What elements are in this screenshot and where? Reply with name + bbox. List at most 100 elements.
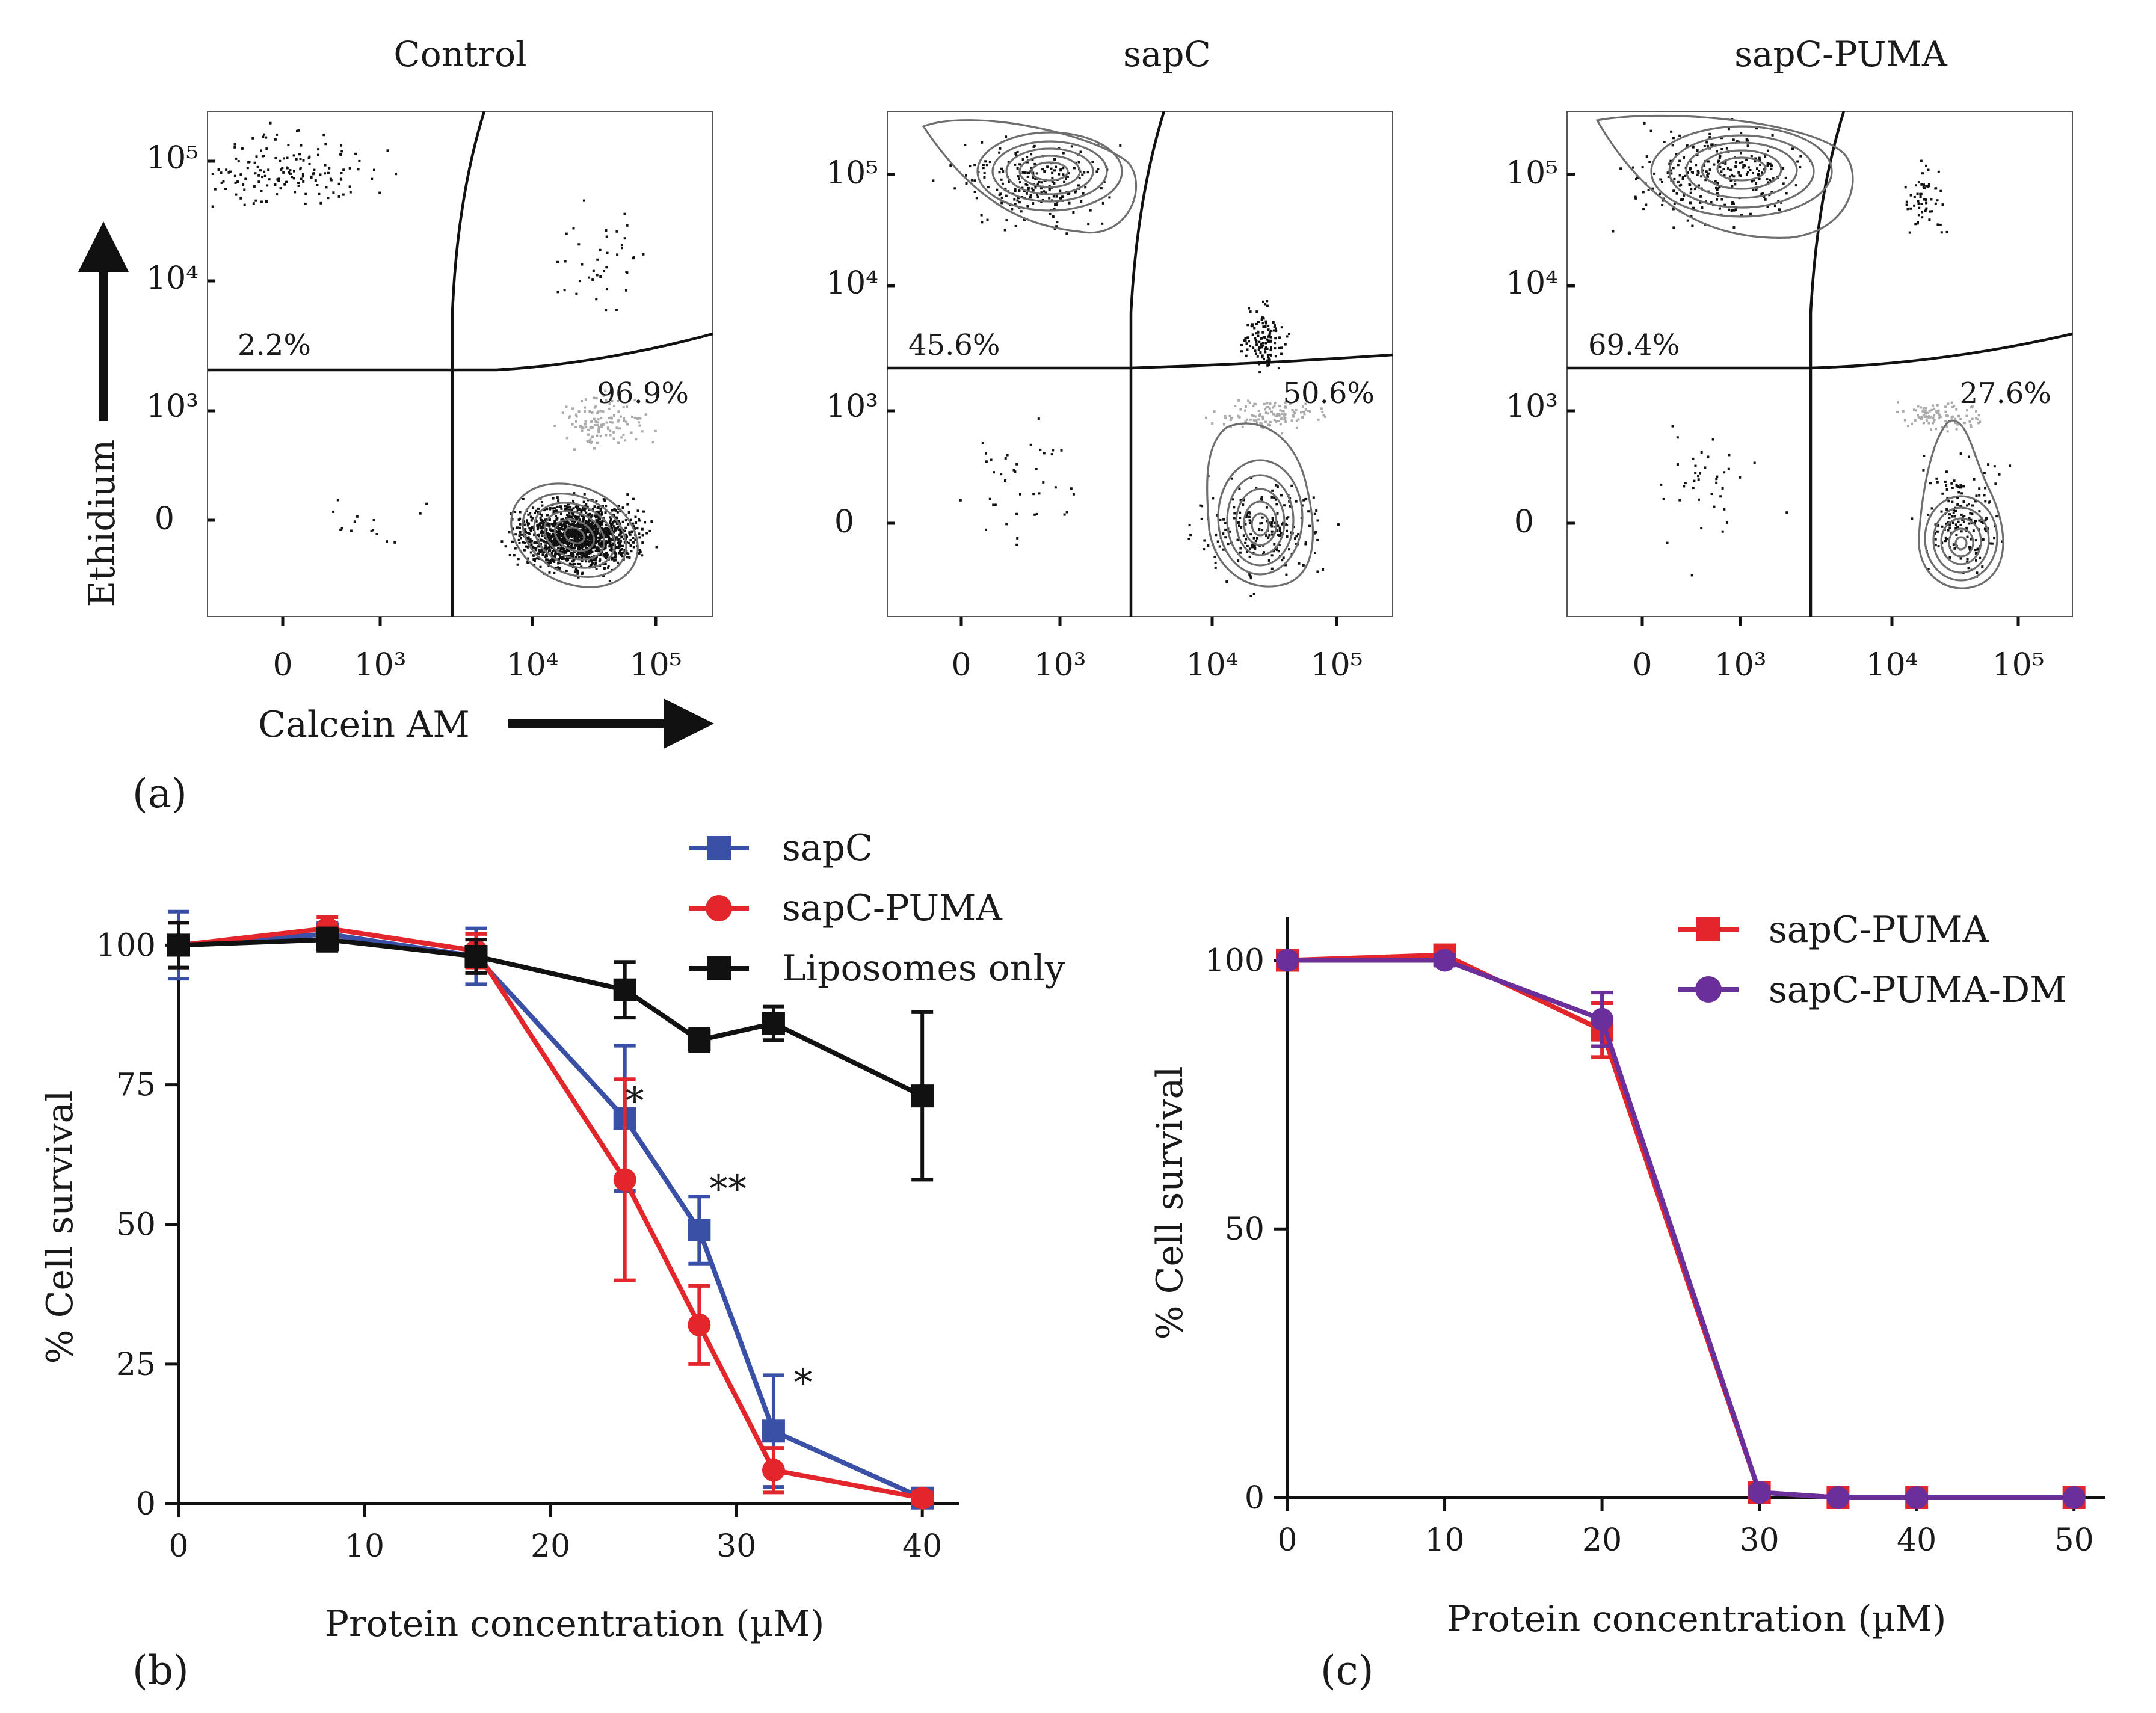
pct-live: 50.6%	[1283, 377, 1375, 410]
x-tick-label: 10⁵	[1310, 647, 1363, 683]
c-legend: sapC-PUMA sapC-PUMA-DM	[1678, 909, 2067, 1011]
b-x-axis-label: Protein concentration (µM)	[325, 1603, 825, 1645]
gate-horizontal	[887, 353, 1393, 370]
c-series-group	[1276, 943, 2086, 1509]
data-point	[613, 978, 636, 1001]
data-point	[1905, 1486, 1929, 1509]
panel-a-label: (a)	[132, 770, 187, 817]
data-point	[688, 1219, 711, 1241]
x-tick-label: 10³	[354, 647, 406, 683]
x-tick-label: 0	[951, 647, 971, 683]
gate-vertical	[1809, 111, 1846, 617]
contours-puma-dead	[1595, 114, 1854, 239]
y-tick-label: 10⁴	[826, 265, 878, 301]
y-tick-label: 0	[1514, 504, 1534, 540]
y-tick-label: 0	[834, 504, 854, 540]
series-line	[178, 926, 923, 1501]
data-point	[167, 933, 190, 957]
data-point	[1276, 949, 1299, 972]
y-tick-label: 10³	[826, 389, 878, 425]
series-line	[1287, 958, 2074, 1500]
gate-horizontal	[1567, 332, 2073, 370]
x-tick-label: 0	[1632, 647, 1652, 683]
y-tick-label: 75	[116, 1068, 156, 1104]
flow-plot-sapc: 10⁵ 10⁴ 10³ 0 0 10³ 10⁴ 10⁵	[826, 111, 1393, 683]
legend-marker-liposomes	[707, 956, 731, 980]
series-sapc-puma	[167, 915, 934, 1510]
b-series-group	[167, 909, 934, 1510]
flow-minor-ticks	[208, 159, 658, 626]
data-point	[2062, 1486, 2086, 1509]
data-point	[1591, 1007, 1614, 1031]
b-x-ticks: 0 10 20 30 40	[168, 1504, 942, 1564]
data-point	[688, 1313, 711, 1336]
y-tick-label: 100	[96, 927, 156, 964]
legend-label-sapc-puma-dm: sapC-PUMA-DM	[1769, 969, 2067, 1011]
y-tick-label: 10⁴	[1506, 265, 1558, 301]
x-tick-label: 10	[345, 1528, 384, 1564]
series-line	[178, 931, 923, 1501]
c-y-ticks: 0 50 100	[1205, 943, 1287, 1516]
data-point	[1826, 1486, 1850, 1509]
flow-plot-control: 10⁵ 10⁴ 10³ 0 0 10³ 10⁴ 10⁵ 2.2	[146, 111, 713, 683]
flow-frame	[887, 111, 1393, 617]
x-tick-label: 40	[1897, 1522, 1936, 1558]
y-tick-label: 10⁵	[1506, 155, 1558, 191]
data-point	[762, 1012, 785, 1035]
data-point	[1748, 1481, 1771, 1504]
c-x-ticks: 0 10 20 30 40 50	[1277, 1498, 2094, 1558]
gate-vertical	[1129, 111, 1166, 617]
legend-marker-sapc-puma-dm	[1695, 976, 1722, 1003]
legend-marker-sapc	[707, 836, 731, 860]
x-tick-label: 10	[1424, 1522, 1464, 1558]
series-sapc	[167, 909, 934, 1510]
flow-frame	[1566, 111, 2073, 617]
flow-minor-ticks	[887, 173, 1338, 626]
legend-marker-sapc-puma	[1696, 917, 1720, 941]
x-tick-label: 20	[531, 1528, 570, 1564]
y-tick-label: 10⁵	[146, 140, 199, 176]
c-y-axis-label: % Cell survival	[1149, 1066, 1191, 1339]
x-tick-label: 10³	[1033, 647, 1086, 683]
data-point	[911, 1084, 934, 1108]
legend-marker-sapc-puma	[706, 895, 732, 921]
x-tick-label: 0	[273, 647, 292, 683]
significance-marker: *	[626, 1079, 644, 1123]
pct-dead: 45.6%	[908, 328, 1000, 362]
significance-marker: **	[709, 1167, 747, 1211]
x-tick-label: 30	[1740, 1522, 1779, 1558]
x-tick-label: 10⁴	[1186, 647, 1238, 683]
series-sapc-puma	[1276, 943, 2086, 1509]
x-tick-label: 10⁵	[629, 647, 682, 683]
y-tick-label: 100	[1205, 943, 1264, 979]
panel-b: 0 25 50 75 100 0 10 20 30 40 Protein concentrati…	[39, 827, 1065, 1694]
y-tick-label: 0	[155, 501, 174, 537]
x-tick-label: 0	[168, 1528, 188, 1564]
flow-title-control: Control	[393, 34, 526, 75]
y-tick-label: 10³	[1506, 389, 1558, 425]
y-tick-label: 10⁴	[146, 260, 199, 297]
panel-c: 0 50 100 0 10 20 30 40 50 Protein concentration…	[1149, 909, 2105, 1694]
pct-live: 27.6%	[1960, 377, 2051, 410]
gate-vertical	[451, 111, 486, 617]
y-tick-label: 0	[1245, 1480, 1264, 1516]
data-point	[316, 928, 339, 952]
contours-sapc-live	[1206, 422, 1314, 588]
contours-sapc-dead	[922, 119, 1138, 234]
legend-label-liposomes: Liposomes only	[782, 947, 1065, 989]
b-legend: sapC sapC-PUMA Liposomes only	[689, 827, 1065, 989]
x-tick-label: 40	[902, 1528, 942, 1564]
data-point	[762, 1459, 785, 1482]
data-point	[464, 945, 488, 968]
pct-dead: 2.2%	[238, 328, 311, 362]
flow-y-axis-label: Ethidium	[81, 440, 123, 607]
y-tick-label: 50	[1225, 1211, 1264, 1247]
data-point	[911, 1486, 934, 1510]
flow-frame	[207, 111, 713, 617]
y-tick-label: 25	[116, 1347, 156, 1383]
legend-label-sapc-puma: sapC-PUMA	[1769, 909, 1989, 951]
flow-title-sapc-puma: sapC-PUMA	[1734, 34, 1948, 75]
gate-horizontal	[208, 332, 713, 372]
b-y-ticks: 0 25 50 75 100	[96, 927, 179, 1522]
